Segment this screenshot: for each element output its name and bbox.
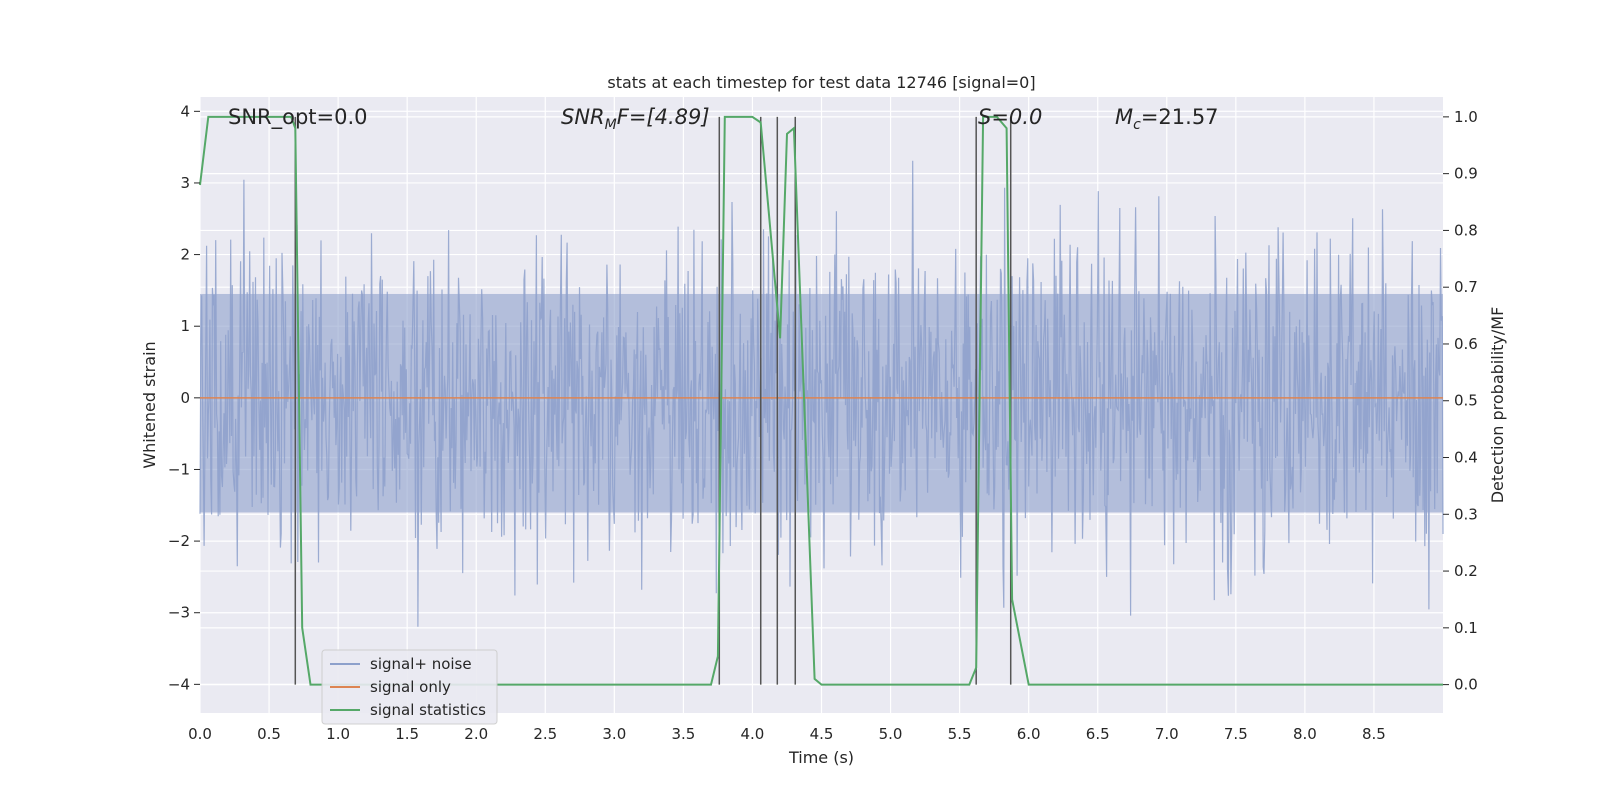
annotation-s-value-text: S=0.0 xyxy=(978,105,1042,129)
legend-label: signal only xyxy=(370,678,451,696)
y2-tick-label: 0.2 xyxy=(1454,562,1478,580)
x-tick-label: 8.5 xyxy=(1362,725,1386,743)
legend-label: signal+ noise xyxy=(370,655,472,673)
x-tick-label: 7.0 xyxy=(1155,725,1179,743)
legend-box xyxy=(321,649,498,725)
y2-tick-label: 0.1 xyxy=(1454,619,1478,637)
y2-tick-label: 0.8 xyxy=(1454,221,1478,239)
y2-tick-label: 1.0 xyxy=(1454,108,1478,126)
x-tick-label: 2.5 xyxy=(533,725,557,743)
y2-tick-label: 0.3 xyxy=(1454,505,1478,523)
annotation-mc-rest: =21.57 xyxy=(1141,105,1219,129)
y-tick-label: 0 xyxy=(180,389,190,407)
y-tick-label: 4 xyxy=(180,102,190,120)
x-tick-label: 1.5 xyxy=(395,725,419,743)
x-tick-label: 0.5 xyxy=(257,725,281,743)
series-signal-statistics-line xyxy=(199,115,1443,686)
x-tick-label: 4.0 xyxy=(741,725,765,743)
y-tick-label: 1 xyxy=(180,317,190,335)
y-tick-label: −2 xyxy=(168,532,190,550)
y2-tick-label: 0.9 xyxy=(1454,165,1478,183)
y-tick-label: 3 xyxy=(180,174,190,192)
legend-label: signal statistics xyxy=(370,701,486,719)
annotation-snr-mf-rest: F=[4.89] xyxy=(617,105,710,129)
y2-tick-label: 0.7 xyxy=(1454,278,1478,296)
x-tick-label: 0.0 xyxy=(188,725,212,743)
x-axis-label: Time (s) xyxy=(788,748,854,767)
annotation-snr-mf-base: SNR xyxy=(561,105,605,129)
y-axis-label: Whitened strain xyxy=(140,341,159,468)
x-tick-label: 4.5 xyxy=(810,725,834,743)
y2-tick-label: 0.5 xyxy=(1454,392,1478,410)
y-tick-label: −1 xyxy=(168,460,190,478)
y2-tick-label: 0.6 xyxy=(1454,335,1478,353)
x-tick-label: 6.0 xyxy=(1017,725,1041,743)
y-tick-label: 2 xyxy=(180,246,190,264)
x-tick-label: 8.0 xyxy=(1293,725,1317,743)
annotation-mc: Mc=21.57 xyxy=(1115,105,1219,133)
x-tick-label: 1.0 xyxy=(326,725,350,743)
series-signal-noise-band xyxy=(200,293,1443,513)
y-tick-label: −4 xyxy=(168,675,190,693)
annotation-mc-base: M xyxy=(1115,105,1133,129)
y2-tick-label: 0.4 xyxy=(1454,449,1478,467)
annotation-snr-opt: SNR_opt=0.0 xyxy=(228,105,368,130)
y2-tick-label: 0.0 xyxy=(1454,676,1478,694)
annotation-snr-mf: SNRMF=[4.89] xyxy=(561,105,710,133)
x-tick-label: 6.5 xyxy=(1086,725,1110,743)
x-tick-label: 3.0 xyxy=(602,725,626,743)
x-tick-label: 5.5 xyxy=(948,725,972,743)
y-tick-label: −3 xyxy=(168,604,190,622)
x-tick-label: 7.5 xyxy=(1224,725,1248,743)
annotation-mc-sub: c xyxy=(1133,117,1141,133)
x-tick-label: 5.0 xyxy=(879,725,903,743)
y2-axis-label: Detection probability/MF xyxy=(1488,307,1507,504)
annotation-s-value: S=0.0 xyxy=(978,105,1042,129)
chart-title: stats at each timestep for test data 127… xyxy=(607,73,1035,92)
x-tick-label: 2.0 xyxy=(464,725,488,743)
x-tick-label: 3.5 xyxy=(671,725,695,743)
annotation-snr-mf-sub: M xyxy=(605,117,617,133)
